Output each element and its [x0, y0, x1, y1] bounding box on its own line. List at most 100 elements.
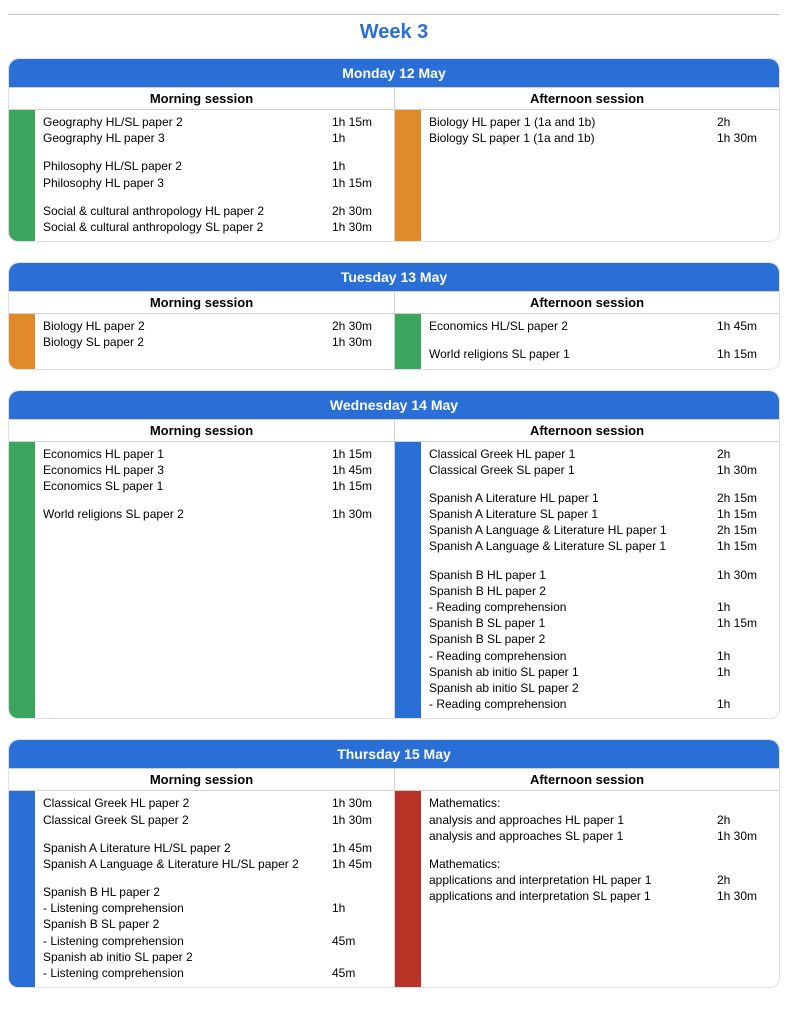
exam-entry: Biology HL paper 1 (1a and 1b)2h [429, 114, 771, 130]
exam-name: Spanish A Literature HL/SL paper 2 [43, 840, 324, 856]
exam-name: Classical Greek SL paper 1 [429, 462, 709, 478]
exam-entry: Biology HL paper 22h 30m [43, 318, 386, 334]
day-block: Monday 12 MayMorning sessionGeography HL… [8, 58, 780, 242]
entries: Economics HL paper 11h 15mEconomics HL p… [35, 442, 394, 719]
exam-duration: 1h 30m [332, 219, 386, 235]
exam-duration: 1h [717, 648, 771, 664]
exam-duration: 2h 30m [332, 203, 386, 219]
exam-duration: 1h 30m [717, 567, 771, 583]
spacer [43, 191, 386, 203]
exam-entry: Spanish B SL paper 2 [429, 631, 771, 647]
afternoon-session: Afternoon sessionMathematics:analysis an… [394, 768, 779, 987]
exam-entry: applications and interpretation HL paper… [429, 872, 771, 888]
exam-duration: 1h 15m [717, 346, 771, 362]
sessions-row: Morning sessionClassical Greek HL paper … [9, 768, 779, 987]
morning-session: Morning sessionBiology HL paper 22h 30mB… [9, 291, 394, 368]
exam-entry: analysis and approaches HL paper 12h [429, 812, 771, 828]
exam-name: Mathematics: [429, 856, 709, 872]
exam-entry: Classical Greek HL paper 21h 30m [43, 795, 386, 811]
exam-name: Spanish A Language & Literature HL/SL pa… [43, 856, 324, 872]
spacer [43, 494, 386, 506]
exam-duration: 1h 45m [332, 840, 386, 856]
entries: Mathematics:analysis and approaches HL p… [421, 791, 779, 987]
session-body: Economics HL paper 11h 15mEconomics HL p… [9, 442, 394, 719]
exam-name: Spanish B HL paper 2 [43, 884, 324, 900]
exam-name: Biology HL paper 2 [43, 318, 324, 334]
top-rule [8, 14, 780, 15]
exam-name: World religions SL paper 1 [429, 346, 709, 362]
session-title: Morning session [9, 419, 394, 442]
exam-entry: World religions SL paper 21h 30m [43, 506, 386, 522]
exam-entry: World religions SL paper 1 1h 15m [429, 346, 771, 362]
entries: Biology HL paper 22h 30mBiology SL paper… [35, 314, 394, 368]
exam-duration [717, 680, 771, 696]
exam-name: Spanish A Literature SL paper 1 [429, 506, 709, 522]
exam-duration [717, 856, 771, 872]
exam-name: Classical Greek HL paper 1 [429, 446, 709, 462]
spacer [43, 146, 386, 158]
exam-name: Philosophy HL/SL paper 2 [43, 158, 324, 174]
exam-entry: Spanish ab initio SL paper 2 [43, 949, 386, 965]
exam-name: Biology SL paper 1 (1a and 1b) [429, 130, 709, 146]
afternoon-session: Afternoon sessionEconomics HL/SL paper 2… [394, 291, 779, 368]
exam-duration: 45m [332, 933, 386, 949]
color-stripe [395, 791, 421, 987]
session-title: Afternoon session [394, 419, 779, 442]
exam-entry: Economics SL paper 11h 15m [43, 478, 386, 494]
exam-name: - Listening comprehension [43, 900, 324, 916]
color-stripe [395, 314, 421, 368]
exam-entry: - Listening comprehension45m [43, 965, 386, 981]
color-stripe [9, 442, 35, 719]
exam-entry: Spanish A Language & Literature HL paper… [429, 522, 771, 538]
sessions-row: Morning sessionGeography HL/SL paper 21h… [9, 87, 779, 241]
exam-duration: 2h [717, 446, 771, 462]
exam-entry: Spanish A Literature HL/SL paper 2 1h 45m [43, 840, 386, 856]
exam-name: Social & cultural anthropology SL paper … [43, 219, 324, 235]
exam-entry: Mathematics: [429, 795, 771, 811]
spacer [429, 478, 771, 490]
exam-entry: Spanish B HL paper 2 [429, 583, 771, 599]
session-body: Classical Greek HL paper 1 2h Classical Gr… [394, 442, 779, 719]
exam-entry: - Listening comprehension1h [43, 900, 386, 916]
spacer [429, 334, 771, 346]
sessions-row: Morning sessionBiology HL paper 22h 30mB… [9, 291, 779, 368]
exam-name: Spanish ab initio SL paper 2 [429, 680, 709, 696]
exam-name: - Reading comprehension [429, 696, 709, 712]
exam-entry: Biology SL paper 21h 30m [43, 334, 386, 350]
exam-name: - Listening comprehension [43, 965, 324, 981]
exam-duration: 1h 30m [717, 828, 771, 844]
afternoon-session: Afternoon sessionClassical Greek HL pape… [394, 419, 779, 719]
color-stripe [9, 791, 35, 987]
exam-duration [332, 884, 386, 900]
exam-duration [717, 795, 771, 811]
exam-name: Spanish A Literature HL paper 1 [429, 490, 709, 506]
exam-entry: Economics HL/SL paper 2 1h 45m [429, 318, 771, 334]
exam-name: Philosophy HL paper 3 [43, 175, 324, 191]
exam-duration: 1h [332, 158, 386, 174]
exam-entry: Mathematics: [429, 856, 771, 872]
exam-entry: applications and interpretation SL paper… [429, 888, 771, 904]
exam-name: Spanish ab initio SL paper 2 [43, 949, 324, 965]
day-header: Monday 12 May [9, 59, 779, 87]
exam-name: Economics HL/SL paper 2 [429, 318, 709, 334]
day-header: Thursday 15 May [9, 740, 779, 768]
exam-entry: Spanish B SL paper 2 [43, 916, 386, 932]
day-block: Tuesday 13 MayMorning sessionBiology HL … [8, 262, 780, 369]
exam-name: Economics HL paper 3 [43, 462, 324, 478]
exam-duration: 1h 30m [332, 812, 386, 828]
session-title: Morning session [9, 291, 394, 314]
exam-duration: 1h 45m [332, 462, 386, 478]
exam-entry: Spanish B HL paper 1 1h 30m [429, 567, 771, 583]
exam-name: - Reading comprehension [429, 648, 709, 664]
exam-name: Spanish B HL paper 1 [429, 567, 709, 583]
exam-duration: 1h 15m [332, 175, 386, 191]
entries: Classical Greek HL paper 1 2h Classical Gr… [421, 442, 779, 719]
exam-duration: 2h [717, 114, 771, 130]
exam-entry: Spanish A Language & Literature HL/SL pa… [43, 856, 386, 872]
exam-duration: 1h 45m [717, 318, 771, 334]
color-stripe [9, 110, 35, 241]
exam-entry: Spanish A Literature SL paper 11h 15m [429, 506, 771, 522]
spacer [43, 828, 386, 840]
exam-name: Spanish B SL paper 2 [429, 631, 709, 647]
exam-name: Economics HL paper 1 [43, 446, 324, 462]
